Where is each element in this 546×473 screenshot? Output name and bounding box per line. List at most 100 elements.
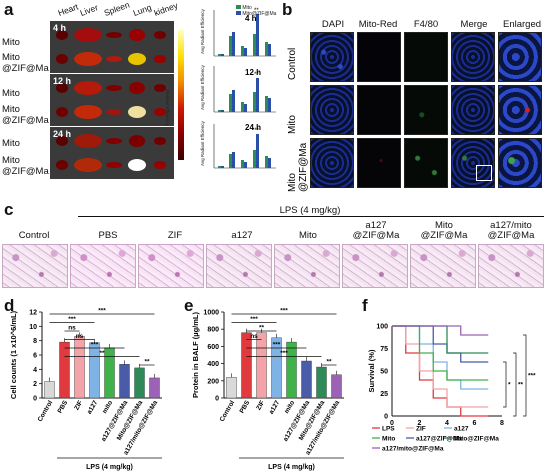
significance-bracket (513, 352, 517, 417)
x-tick-label: mito (101, 399, 114, 414)
col-header-dapi: DAPI (321, 19, 345, 30)
bar (226, 377, 237, 399)
significance-bracket (523, 334, 527, 417)
row-text: @ZIF@Ma (2, 63, 49, 74)
micro-control-f480 (404, 32, 448, 82)
micro-mito-enlarged (498, 85, 542, 135)
y-tick-label: 800 (207, 327, 219, 334)
bar (301, 360, 312, 399)
y-axis-label: Protein in BALF (µg/mL) (191, 312, 200, 398)
hist-label-mitozif: Mito @ZIF@Ma (410, 221, 478, 241)
legend-label: Mito (382, 436, 395, 443)
significance-label: *** (98, 308, 106, 315)
zoom-box (476, 165, 492, 181)
significance-label: ** (144, 359, 150, 366)
bar (316, 366, 327, 399)
significance-bracket (503, 361, 507, 408)
lps-header: LPS (4 mg/kg) (279, 205, 341, 216)
sig-24h: *** (252, 128, 260, 134)
y-tick-label: 8 (33, 338, 37, 345)
significance-label: *** (250, 316, 258, 323)
x-tick-label: a127 (268, 399, 281, 415)
legend-label: ZIF (416, 426, 426, 433)
bar (149, 377, 160, 399)
organ-label-lung: Lung (131, 2, 153, 18)
micro-control-merge (451, 32, 495, 82)
significance-label: * (508, 382, 511, 389)
bar-chart-ylabel-12h: Avg Radiant Efficiency (200, 64, 205, 110)
x-tick-label: 2 (418, 420, 422, 427)
ivis-image-4h: 4 h (50, 21, 174, 73)
row-label-control: Control (287, 47, 298, 80)
hist-label-text: a127/mito (490, 220, 532, 231)
significance-label: ** (99, 350, 105, 357)
histology-control (2, 244, 68, 288)
legend-item: Mito (236, 5, 276, 11)
chart-time-4h: 4 h (245, 14, 257, 23)
row-label-4h-mitozif: Mito @ZIF@Ma (2, 52, 49, 74)
col-header-f480: F4/80 (413, 19, 439, 30)
x-tick-label: 6 (473, 420, 477, 427)
time-label-12h: 12 h (53, 76, 72, 86)
bar (286, 341, 297, 399)
significance-label: *** (273, 342, 281, 349)
micro-mito-dapi (310, 85, 354, 135)
significance-label: ns (68, 325, 76, 332)
panel-label-a: a (4, 0, 14, 19)
survival-line (392, 325, 489, 354)
y-tick-label: 75 (380, 346, 388, 353)
y-tick-label: 25 (380, 391, 388, 398)
hist-label-text: @ZIF@Ma (487, 230, 535, 241)
bar (44, 381, 55, 399)
colorbar (178, 30, 184, 160)
legend-label: a127@ZIF@Ma (416, 436, 462, 443)
y-tick-label: 600 (207, 344, 219, 351)
y-tick-label: 4 (33, 367, 37, 374)
y-tick-label: 1000 (203, 310, 219, 317)
hist-label-pbs: PBS (98, 230, 118, 241)
chart-time-12h: 12 h (245, 68, 262, 77)
significance-label: *** (68, 316, 76, 323)
sig-4h: ** (254, 8, 259, 14)
hist-label-control: Control (18, 230, 50, 241)
bar-legend: Mito Mito@ZIF@Ma (236, 5, 276, 17)
hist-label-text: a127 (365, 220, 387, 231)
y-tick-label: 100 (376, 324, 388, 331)
ivis-image-24h: 24 h (50, 127, 174, 179)
legend-label: a127 (454, 426, 469, 433)
x-tick-label: a127 (86, 399, 99, 415)
chart-d: 0 2 4 6 8 10 12 Cell counts (1 x10^6/mL) Control… (9, 308, 162, 471)
y-tick-label: 200 (207, 378, 219, 385)
time-label-24h: 24 h (53, 129, 72, 139)
chart-time-24h: 24 h (245, 123, 262, 132)
bar (331, 374, 342, 399)
histology-zif (138, 244, 204, 288)
x-tick-label: 0 (390, 420, 394, 427)
organ-header: Heart Liver Spleen Lung kidney (57, 0, 180, 20)
legend-label: a127/mito@ZIF@Ma (382, 446, 444, 453)
bar-chart-4h (213, 10, 276, 57)
panel-label-c: c (4, 200, 14, 219)
hist-label-text: @ZIF@Ma (420, 230, 468, 241)
row-text: @ZIF@Ma (2, 166, 49, 177)
legend-label: LPS (382, 426, 395, 433)
hist-label-a127: a127 (231, 230, 253, 241)
ivis-organs-24h (56, 134, 166, 172)
survival-line (392, 325, 489, 381)
micro-control-enlarged (498, 32, 542, 82)
micro-mito-merge (451, 85, 495, 135)
row-label-4h-mito: Mito (2, 37, 20, 48)
bar (256, 332, 267, 399)
micro-mito-f480 (404, 85, 448, 135)
histology-a127zif (342, 244, 408, 288)
row-label-mito: Mito (287, 115, 298, 134)
panel-a-bar-charts: Avg Radiant Efficiency Avg Radiant Effic… (200, 8, 276, 169)
legend-item: Mito@ZIF@Ma (236, 11, 276, 17)
col-header-merge: Merge (460, 19, 488, 30)
panel-label-d: d (4, 296, 15, 315)
y-tick-label: 6 (33, 353, 37, 360)
row-label-mitozif: Mito @ZIF@Ma (287, 143, 309, 192)
organ-label-spleen: Spleen (102, 0, 131, 18)
hist-label-mito: Mito (299, 230, 317, 241)
